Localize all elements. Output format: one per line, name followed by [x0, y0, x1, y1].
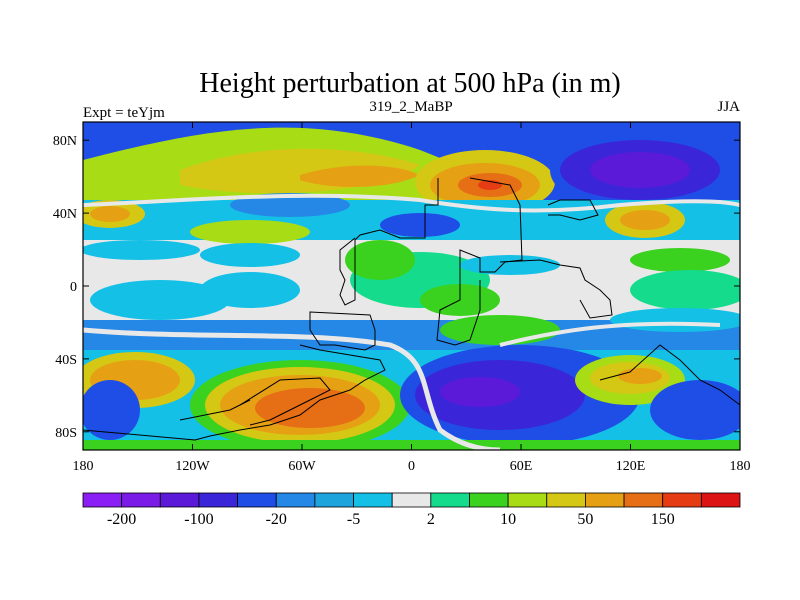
colorbar-swatch — [82, 492, 123, 508]
experiment-label: Expt = teYjm — [83, 105, 165, 121]
field-patch-trop-epac-teal — [630, 270, 740, 310]
x-tick-label: 180 — [73, 459, 94, 474]
field-patch-spac-east-low — [650, 380, 740, 440]
colorbar-label: 10 — [500, 511, 516, 528]
zero-contour-sh-east — [499, 321, 721, 347]
field-patch-trop-epac-green — [630, 248, 730, 272]
x-tick-label: 120E — [616, 459, 646, 474]
field-patch-trop-west — [83, 240, 200, 260]
x-tick-label: 60E — [510, 459, 533, 474]
colorbar-swatch — [662, 492, 702, 508]
colorbar-swatch — [469, 492, 509, 508]
field-patch-npac-ridge-core — [90, 206, 130, 222]
colorbar-label: -5 — [347, 511, 360, 528]
colorbar-swatch — [507, 492, 548, 508]
field-patch-wpac-ridge-core — [620, 210, 670, 230]
field-patch-med-low — [380, 213, 460, 237]
y-tick-label: 80N — [53, 134, 77, 149]
field-patch-trop-cpac — [90, 280, 230, 320]
colorbar-swatch — [275, 492, 316, 508]
field-patch-sh-subtrop-green — [440, 315, 560, 345]
field-patch-io-trough-core — [440, 377, 520, 407]
x-axis: 180 120W 60W 0 60E 120E 180 — [73, 122, 751, 474]
colorbar-label: -100 — [184, 511, 213, 528]
height-field — [83, 122, 740, 450]
field-patch-trop-pac — [200, 272, 300, 308]
field-patch-npacific-trough-core — [590, 152, 690, 188]
x-tick-label: 60W — [288, 459, 316, 474]
field-patch-aus-ridge-core — [618, 368, 662, 384]
y-tick-label: 40N — [53, 207, 77, 222]
field-patch-trop-asia-low — [460, 255, 560, 275]
field-patch-trop-epac — [200, 243, 300, 267]
colorbar-label: -20 — [266, 511, 287, 528]
x-tick-label: 180 — [730, 459, 751, 474]
colorbar-label: 150 — [651, 511, 675, 528]
coastline — [83, 177, 740, 441]
colorbar-swatch — [391, 492, 432, 508]
x-tick-label: 120W — [175, 459, 210, 474]
colorbar-swatch — [314, 492, 354, 508]
field-patch-atl-band — [190, 220, 310, 244]
zero-contour-sh — [83, 327, 501, 450]
season-label: JJA — [717, 99, 740, 115]
colorbar-label: 2 — [427, 511, 435, 528]
run-label: 319_2_MaBP — [369, 99, 452, 115]
colorbar-swatch — [700, 492, 741, 508]
field-patch-sh-subtrop-cyan — [610, 308, 740, 332]
field-patch-natl-low — [230, 193, 350, 217]
field-patch-trop-atl — [345, 240, 415, 280]
y-tick-label: 80S — [55, 426, 77, 441]
colorbar-swatch — [198, 492, 238, 508]
colorbar-label: 50 — [577, 511, 593, 528]
colorbar-swatch — [623, 492, 664, 508]
colorbar-swatch — [585, 492, 625, 508]
zero-contour-nh — [83, 193, 740, 213]
colorbar-swatch — [353, 492, 393, 508]
field-patch-spac-low — [83, 380, 140, 440]
colorbar: -200 -100 -20 -5 2 10 50 150 — [82, 492, 741, 528]
colorbar-swatch — [159, 492, 200, 508]
y-axis: 80N 40N 0 40S 80S — [53, 134, 740, 441]
y-tick-label: 40S — [55, 353, 77, 368]
colorbar-swatch — [121, 492, 161, 508]
chart-title: Height perturbation at 500 hPa (in m) — [199, 68, 620, 99]
colorbar-label: -200 — [107, 511, 136, 528]
x-tick-label: 0 — [408, 459, 415, 474]
colorbar-swatch — [546, 492, 586, 508]
y-tick-label: 0 — [70, 280, 77, 295]
field-patch-na-ridge-core — [300, 165, 420, 187]
colorbar-swatch — [237, 492, 277, 508]
colorbar-swatch — [430, 492, 470, 508]
